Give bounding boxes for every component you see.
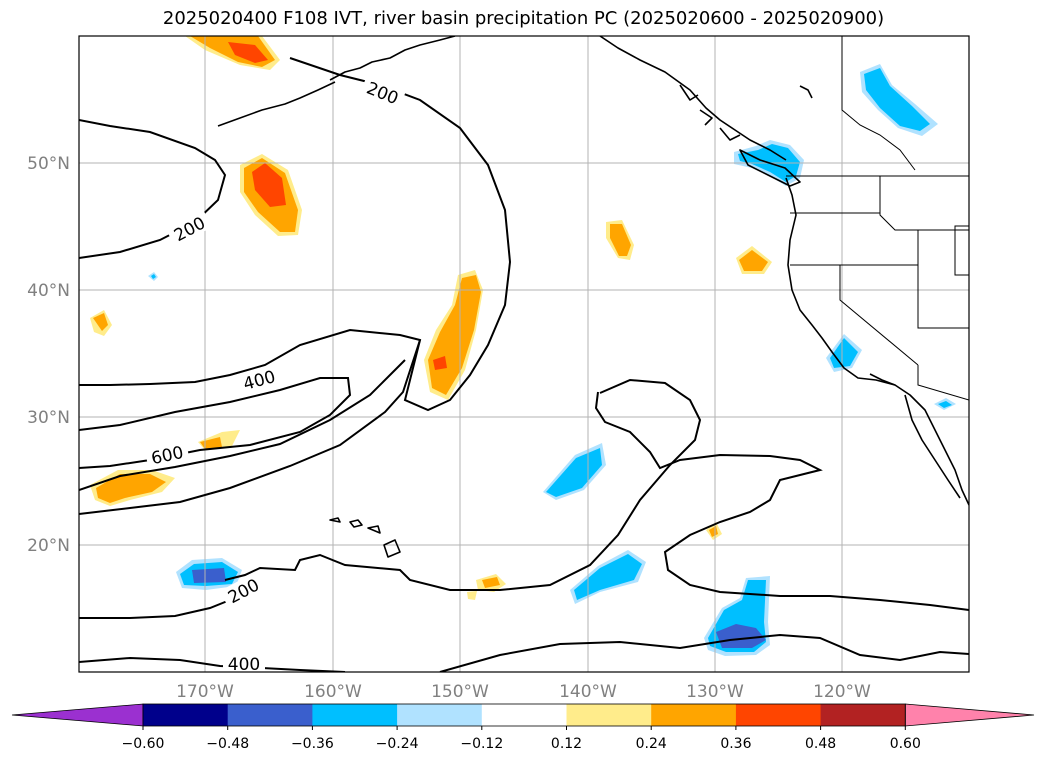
lat-label-20n: 20°N: [27, 536, 70, 556]
hudson-coast: [799, 85, 813, 99]
bc-islands: [679, 84, 741, 141]
aleutian-coast: [329, 36, 456, 81]
alaska-panhandle-coast: [599, 36, 787, 161]
colorbar-tick-label: 0.24: [636, 736, 667, 752]
alaska-south-coast: [217, 81, 336, 127]
lat-label-50n: 50°N: [27, 154, 70, 174]
colorbar-tick-label: 0.36: [720, 736, 751, 752]
state-border-nv-ca: [839, 265, 919, 366]
lon-label-140w: 140°W: [559, 682, 617, 702]
longitude-labels: 170°W 160°W 150°W 140°W 130°W 120°W: [176, 682, 871, 702]
ivt-contour-200-main: [79, 57, 512, 412]
lat-label-40n: 40°N: [27, 281, 70, 301]
colorbar-tick-label: −0.12: [460, 736, 503, 752]
colorbar-bin: [481, 704, 567, 726]
state-border-wy: [954, 225, 969, 276]
ivt-contour-east: [79, 339, 421, 515]
colorbar-extend-high: [904, 703, 1035, 727]
us-west-coast: [785, 177, 969, 506]
pc-positive-blob: [709, 526, 718, 537]
hawaii-island-3: [367, 525, 381, 534]
lon-label-130w: 130°W: [686, 682, 744, 702]
colorbar-tick-label: −0.60: [122, 736, 165, 752]
state-border-nv-ut: [917, 230, 969, 329]
graticule: [79, 36, 969, 672]
pc-positive-blob: [228, 42, 268, 63]
state-border-az: [917, 365, 969, 401]
pc-positive-blob: [610, 224, 631, 256]
pc-negative-blob: [864, 68, 930, 131]
colorbar-tick-label: −0.24: [376, 736, 419, 752]
map-plot-area: 200 200 400 600 200 400: [79, 36, 969, 675]
colorbar-frame: [142, 703, 906, 727]
hawaii-island-2: [349, 519, 363, 528]
ivt-contour-200-north: [79, 119, 227, 259]
plot-frame: [78, 35, 970, 673]
precip-shading: [90, 36, 956, 656]
pc-positive-blob: [252, 163, 286, 207]
lon-label-160w: 160°W: [304, 682, 362, 702]
colorbar-bin: [143, 704, 229, 726]
pc-positive-blob: [96, 474, 166, 503]
pc-positive-blob: [433, 356, 447, 370]
lat-label-30n: 30°N: [27, 408, 70, 428]
colorbar-bin: [651, 704, 737, 726]
contour-labels: 200 200 400 600 200 400: [144, 74, 407, 675]
baja-coast: [904, 394, 961, 499]
pc-negative-blob: [151, 274, 156, 279]
pc-positive-blob: [739, 250, 768, 271]
colorbar-bin: [735, 704, 822, 726]
ivt-contour-400-south: [79, 633, 969, 672]
colorbar-bin: [397, 704, 483, 726]
colorbar: [11, 703, 1035, 727]
colorbar-extend-low: [11, 703, 144, 727]
ivt-contour-200-west: [79, 599, 231, 619]
colorbar-tick-label: 0.60: [890, 736, 921, 752]
pc-positive-blob: [467, 591, 477, 600]
hawaii-island-1: [329, 517, 341, 523]
pc-negative-blob: [574, 554, 642, 600]
ivt-contours: [79, 57, 969, 672]
gulf-california-coast: [869, 373, 896, 386]
pc-negative-blob: [192, 568, 226, 583]
colorbar-tick-label: −0.48: [206, 736, 249, 752]
latitude-labels: 50°N 40°N 30°N 20°N: [27, 154, 70, 556]
pc-negative-blob: [938, 401, 952, 408]
ivt-contour-200-southeast: [594, 391, 969, 611]
lon-label-120w: 120°W: [813, 682, 871, 702]
colorbar-bin: [820, 704, 906, 726]
coastlines: [217, 36, 969, 558]
contour-label-400-bottom: 400: [228, 655, 260, 675]
ivt-contour-600: [79, 359, 406, 491]
colorbar-bin: [566, 704, 652, 726]
political-borders: [786, 36, 969, 401]
lon-label-170w: 170°W: [176, 682, 234, 702]
pc-negative-blob: [830, 338, 858, 368]
lon-label-150w: 150°W: [431, 682, 489, 702]
pc-positive-blob: [93, 313, 108, 331]
colorbar-tick-label: 0.12: [551, 736, 582, 752]
colorbar-tick-label: −0.36: [291, 736, 334, 752]
ivt-contour-200-south: [224, 378, 702, 591]
canada-border-north: [841, 36, 916, 171]
pc-negative-blob: [716, 624, 766, 648]
vancouver-island: [739, 149, 801, 187]
colorbar-ticks: −0.60 −0.48 −0.36 −0.24 −0.12 0.12 0.24 0.36 0.4…: [122, 726, 921, 752]
colorbar-tick-label: 0.48: [805, 736, 836, 752]
colorbar-bin: [227, 704, 313, 726]
hawaii-island-4: [383, 539, 401, 558]
map-title: 2025020400 F108 IVT, river basin precipi…: [162, 8, 885, 29]
colorbar-bin: [312, 704, 398, 726]
pc-positive-blob: [482, 577, 500, 588]
